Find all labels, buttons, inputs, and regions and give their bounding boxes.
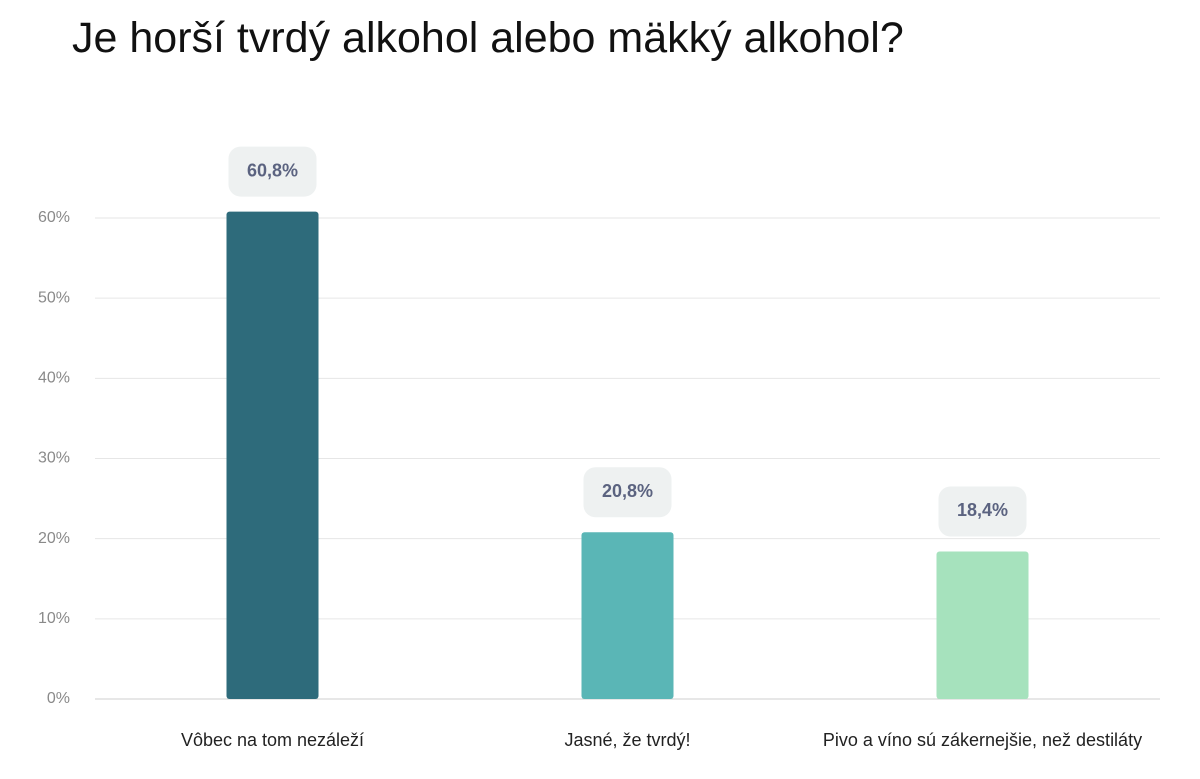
y-tick-label: 50% — [38, 289, 70, 306]
y-tick-label: 0% — [47, 690, 70, 707]
value-label: 20,8% — [602, 481, 653, 501]
value-label-bg — [938, 486, 1027, 537]
bar — [226, 211, 319, 699]
chart-title: Je horší tvrdý alkohol alebo mäkký alkoh… — [72, 14, 904, 62]
x-tick-label: Vôbec na tom nezáleží — [180, 730, 365, 750]
y-tick-label: 60% — [38, 209, 70, 226]
bar — [581, 532, 674, 699]
y-tick-label: 10% — [38, 610, 70, 627]
y-tick-label: 30% — [38, 450, 70, 467]
value-label-bg — [228, 146, 317, 197]
value-label: 60,8% — [247, 160, 298, 180]
bar — [936, 551, 1029, 699]
value-label-bg — [583, 467, 672, 518]
x-tick-label: Jasné, že tvrdý! — [564, 730, 691, 750]
value-label: 18,4% — [957, 500, 1008, 520]
x-tick-label: Pivo a víno sú zákernejšie, než destilát… — [822, 730, 1143, 750]
y-tick-label: 40% — [38, 370, 70, 387]
y-tick-label: 20% — [38, 530, 70, 547]
